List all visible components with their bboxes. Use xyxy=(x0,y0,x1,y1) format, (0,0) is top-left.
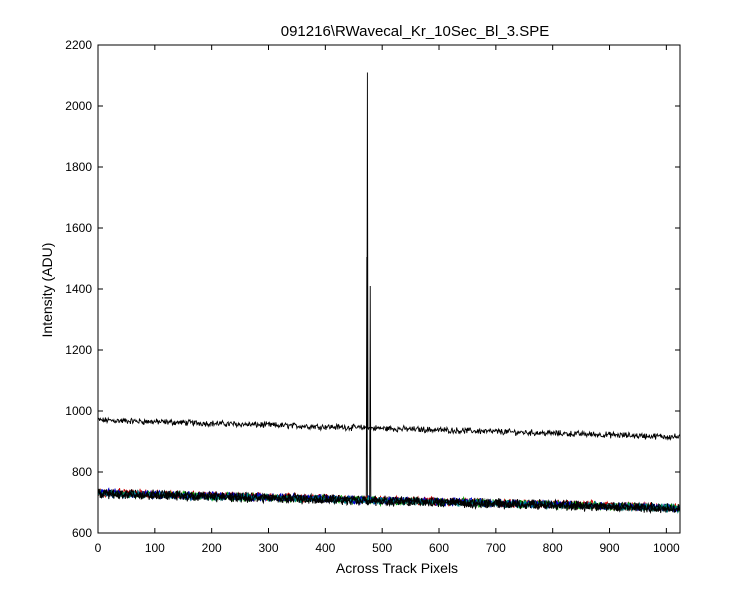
y-tick-label: 600 xyxy=(72,526,92,540)
x-tick-label: 400 xyxy=(315,541,335,555)
y-tick-label: 2000 xyxy=(65,99,92,113)
y-tick-label: 1600 xyxy=(65,221,92,235)
series-layer xyxy=(97,72,681,515)
x-tick-label: 700 xyxy=(486,541,506,555)
y-tick-label: 1000 xyxy=(65,404,92,418)
chart-title: 091216\RWavecal_Kr_10Sec_Bl_3.SPE xyxy=(281,23,550,40)
x-tick-label: 800 xyxy=(543,541,563,555)
y-axis-label: Intensity (ADU) xyxy=(39,243,55,338)
series-line-8 xyxy=(97,488,681,515)
x-tick-label: 100 xyxy=(145,541,165,555)
series-line-7 xyxy=(97,488,681,513)
x-tick-label: 600 xyxy=(429,541,449,555)
x-tick-label: 200 xyxy=(202,541,222,555)
x-tick-label: 0 xyxy=(95,541,102,555)
x-axis-label: Across Track Pixels xyxy=(336,560,458,576)
x-tick-label: 1000 xyxy=(653,541,680,555)
y-tick-label: 2200 xyxy=(65,38,92,52)
y-tick-label: 800 xyxy=(72,465,92,479)
y-tick-label: 1200 xyxy=(65,343,92,357)
y-tick-label: 1800 xyxy=(65,160,92,174)
x-tick-label: 500 xyxy=(372,541,392,555)
x-tick-label: 300 xyxy=(258,541,278,555)
series-line-1 xyxy=(97,72,681,441)
x-tick-label: 900 xyxy=(600,541,620,555)
tick-layer: 0 100 200 300 400 500 600 700 800 900 1000 600 800 10… xyxy=(65,38,680,555)
plot-frame xyxy=(97,44,681,534)
y-tick-label: 1400 xyxy=(65,282,92,296)
